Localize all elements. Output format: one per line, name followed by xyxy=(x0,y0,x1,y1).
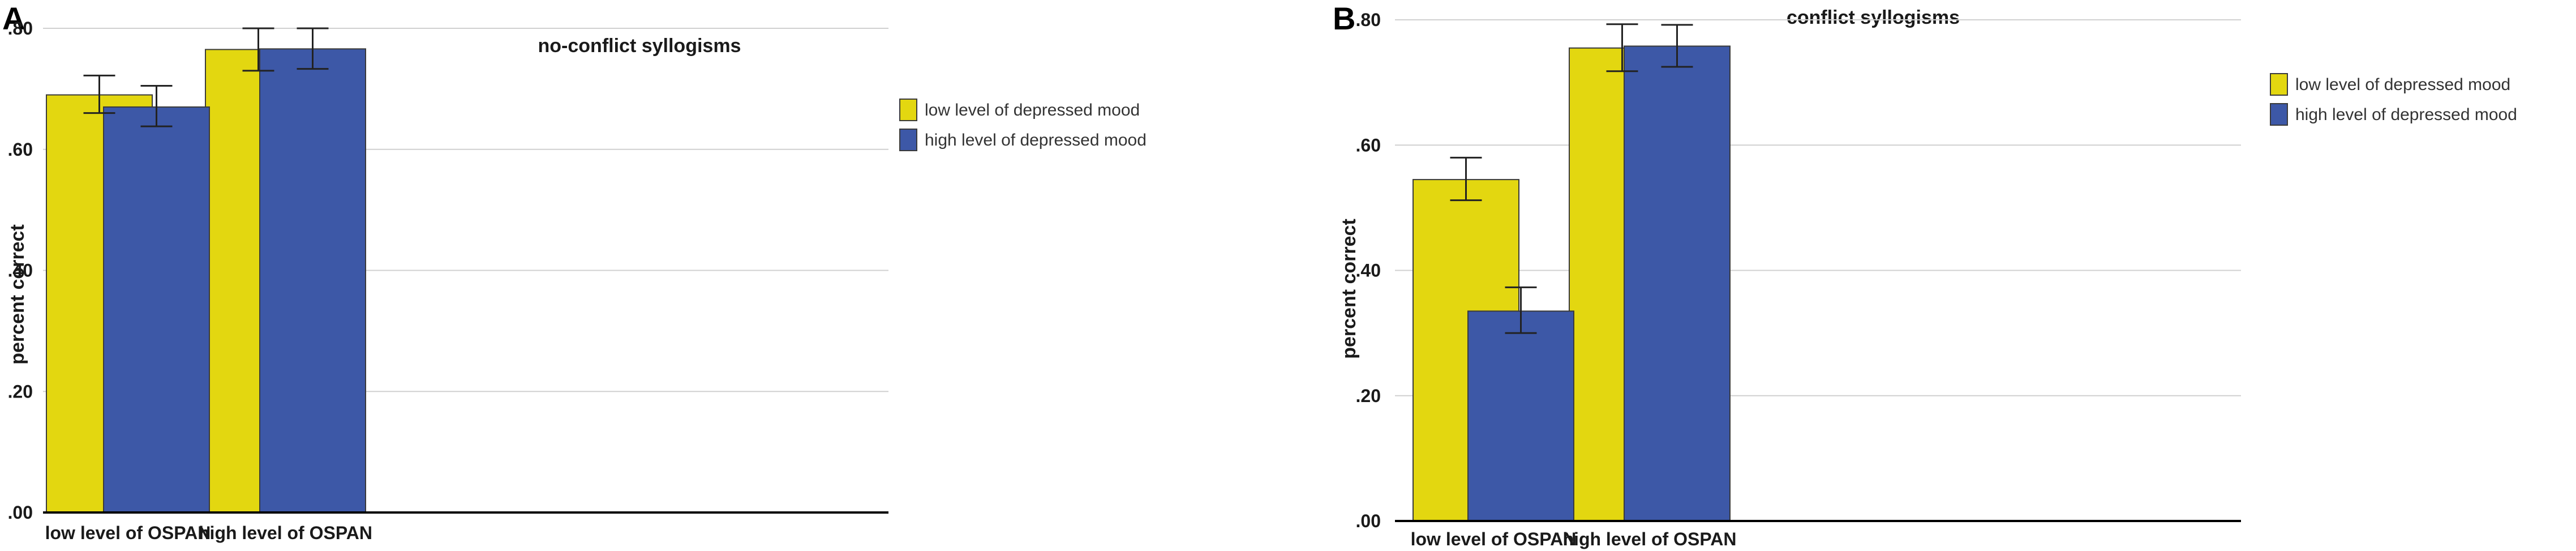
y-tick-label-a-0: .00 xyxy=(8,502,33,523)
y-tick-label-a-3: .60 xyxy=(8,139,33,160)
y-tick-label-b-3: .60 xyxy=(1356,135,1381,155)
error-bar-b-s1-c1 xyxy=(1661,24,1693,68)
legend-swatch-b-high xyxy=(2270,103,2288,126)
error-bar-a-s1-c0 xyxy=(140,85,173,127)
y-tick-label-a-4: .80 xyxy=(8,18,33,39)
y-ticks-a: .00 .20 .40 .60 .80 xyxy=(8,18,33,523)
legend-swatch-a-low xyxy=(899,99,917,121)
y-tick-label-b-1: .20 xyxy=(1356,386,1381,406)
panel-letter-a: A xyxy=(2,1,25,36)
y-tick-label-b-0: .00 xyxy=(1356,511,1381,531)
error-bars-b xyxy=(1450,23,1693,334)
panel-b: B conflict syllogisms percent correct .0… xyxy=(1333,1,2517,549)
bar-a-s1-c1 xyxy=(259,48,366,513)
error-bar-b-s0-c1 xyxy=(1606,23,1638,72)
error-bar-a-s0-c0 xyxy=(83,74,115,114)
legend-a: low level of depressed mood high level o… xyxy=(899,99,1147,151)
error-bar-b-s0-c0 xyxy=(1450,156,1482,202)
chart-title-b: conflict syllogisms xyxy=(1787,7,1960,28)
legend-label-a-high: high level of depressed mood xyxy=(925,131,1147,150)
bar-b-s1-c1 xyxy=(1624,45,1731,522)
bar-b-s1-c0 xyxy=(1467,310,1574,522)
category-label-b-1: high level of OSPAN xyxy=(1563,529,1737,549)
bar-a-s1-c0 xyxy=(103,106,210,513)
y-tick-label-a-2: .40 xyxy=(8,260,33,281)
panel-letter-b: B xyxy=(1333,1,1355,36)
bars-a xyxy=(46,48,366,513)
y-axis-title-a: percent correct xyxy=(7,224,28,365)
legend-label-b-low: low level of depressed mood xyxy=(2295,75,2510,94)
legend-swatch-b-low xyxy=(2270,73,2288,96)
error-bar-a-s1-c1 xyxy=(297,27,329,70)
category-label-b-0: low level of OSPAN xyxy=(1411,529,1577,549)
legend-b: low level of depressed mood high level o… xyxy=(2270,73,2517,126)
error-bar-a-s0-c1 xyxy=(242,27,274,72)
bars-b xyxy=(1412,45,1731,522)
category-label-a-0: low level of OSPAN xyxy=(45,523,211,543)
category-label-a-1: high level of OSPAN xyxy=(199,523,372,543)
legend-label-a-low: low level of depressed mood xyxy=(925,101,1140,119)
legend-label-b-high: high level of depressed mood xyxy=(2295,105,2517,124)
y-axis-title-b: percent correct xyxy=(1338,219,1360,359)
error-bars-a xyxy=(83,27,329,127)
error-bar-b-s1-c0 xyxy=(1505,286,1537,334)
y-ticks-b: .00 .20 .40 .60 .80 xyxy=(1356,10,1381,531)
chart-title-a: no-conflict syllogisms xyxy=(538,35,741,57)
legend-swatch-a-high xyxy=(899,129,917,151)
panel-a: A no-conflict syllogisms percent correct… xyxy=(2,1,1147,543)
y-tick-label-a-1: .20 xyxy=(8,381,33,401)
y-tick-label-b-4: .80 xyxy=(1356,10,1381,30)
y-tick-label-b-2: .40 xyxy=(1356,260,1381,281)
